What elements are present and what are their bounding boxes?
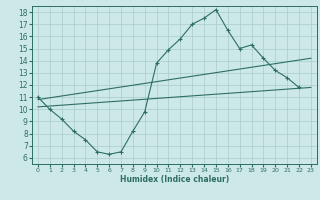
- X-axis label: Humidex (Indice chaleur): Humidex (Indice chaleur): [120, 175, 229, 184]
